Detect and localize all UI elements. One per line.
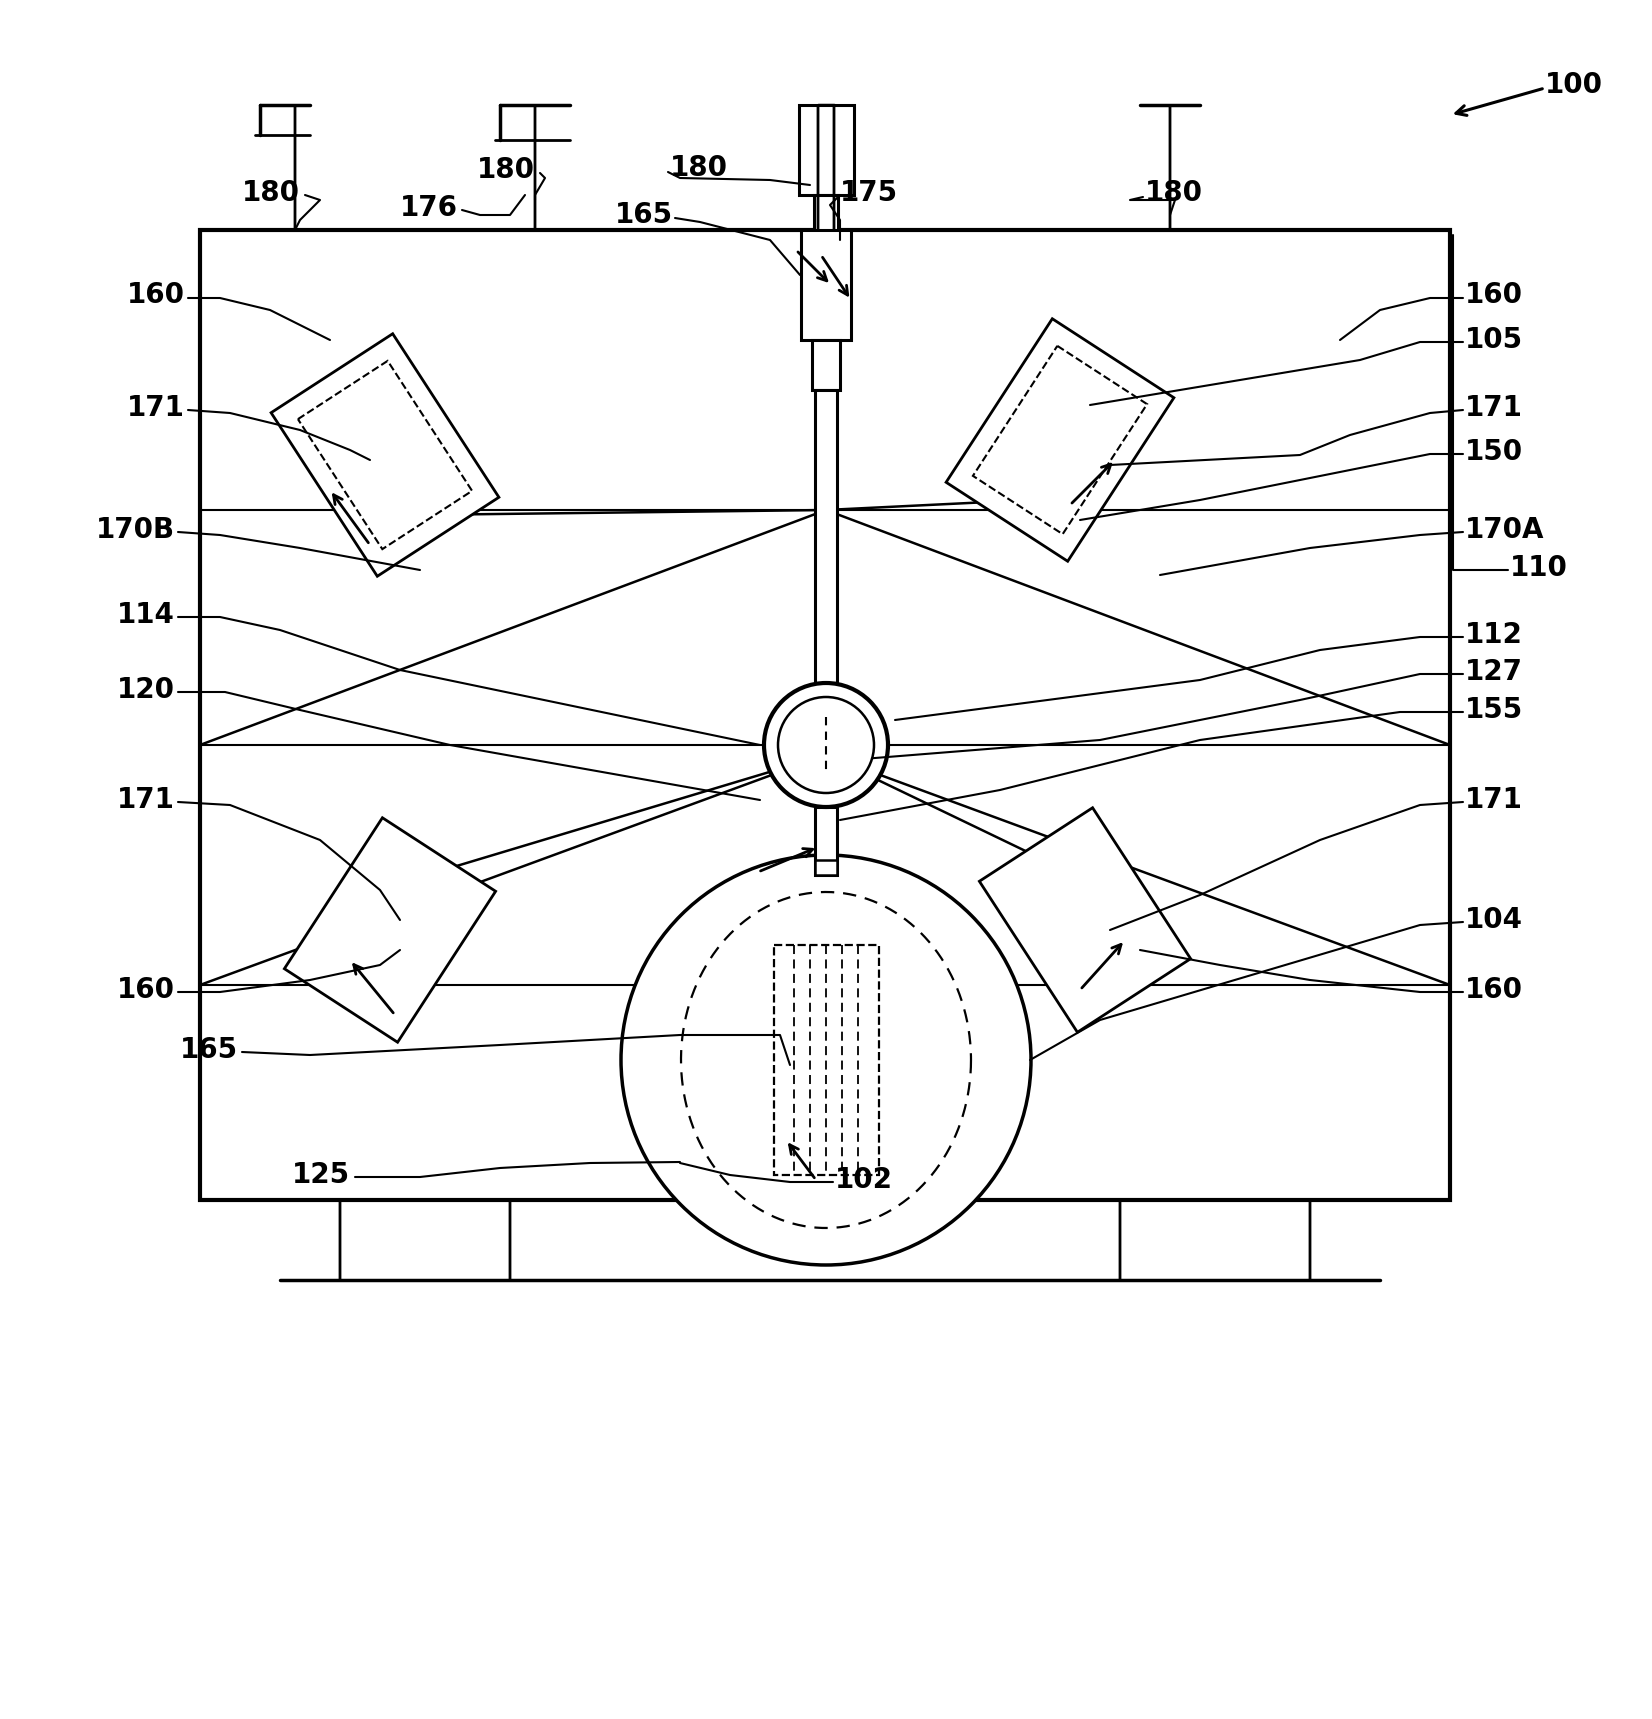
Bar (775, 945, 879, 1176)
Circle shape (778, 696, 874, 792)
Text: 114: 114 (117, 602, 175, 629)
Text: 150: 150 (1465, 438, 1523, 466)
Text: 170B: 170B (96, 516, 175, 543)
Text: 180: 180 (241, 179, 301, 206)
Bar (947, 318, 1175, 562)
Circle shape (621, 854, 1031, 1265)
Text: 171: 171 (117, 786, 175, 815)
Bar (800, 105, 854, 194)
Text: 165: 165 (615, 201, 672, 229)
Text: 171: 171 (127, 394, 185, 421)
Text: 155: 155 (1465, 696, 1523, 724)
Bar (271, 333, 499, 576)
Bar (814, 194, 838, 234)
Text: 175: 175 (839, 179, 899, 206)
Text: 160: 160 (127, 280, 185, 309)
Bar (814, 860, 838, 875)
Bar (284, 818, 496, 1042)
Text: 171: 171 (1465, 786, 1523, 815)
Text: 160: 160 (1465, 280, 1523, 309)
Text: 100: 100 (1545, 70, 1602, 100)
Bar (813, 340, 839, 390)
Text: 165: 165 (180, 1037, 238, 1064)
Text: 176: 176 (400, 194, 458, 222)
Bar (980, 808, 1191, 1031)
Text: 110: 110 (1510, 554, 1568, 583)
Text: 180: 180 (671, 155, 729, 182)
Bar (814, 806, 838, 875)
Text: 171: 171 (1465, 394, 1523, 421)
Text: 180: 180 (477, 156, 535, 184)
Text: 160: 160 (1465, 976, 1523, 1004)
Text: 180: 180 (1145, 179, 1203, 206)
Text: 105: 105 (1465, 327, 1523, 354)
Text: 170A: 170A (1465, 516, 1545, 543)
Bar (200, 230, 1450, 1200)
Text: 112: 112 (1465, 621, 1523, 650)
Text: 104: 104 (1465, 906, 1523, 933)
Bar (814, 390, 838, 682)
Bar (973, 346, 1146, 535)
Text: 120: 120 (117, 676, 175, 705)
Bar (297, 361, 472, 548)
Text: 127: 127 (1465, 658, 1523, 686)
Text: 102: 102 (834, 1165, 894, 1195)
Text: 160: 160 (117, 976, 175, 1004)
Bar (801, 230, 851, 340)
Text: 125: 125 (292, 1160, 350, 1190)
Circle shape (763, 682, 889, 806)
